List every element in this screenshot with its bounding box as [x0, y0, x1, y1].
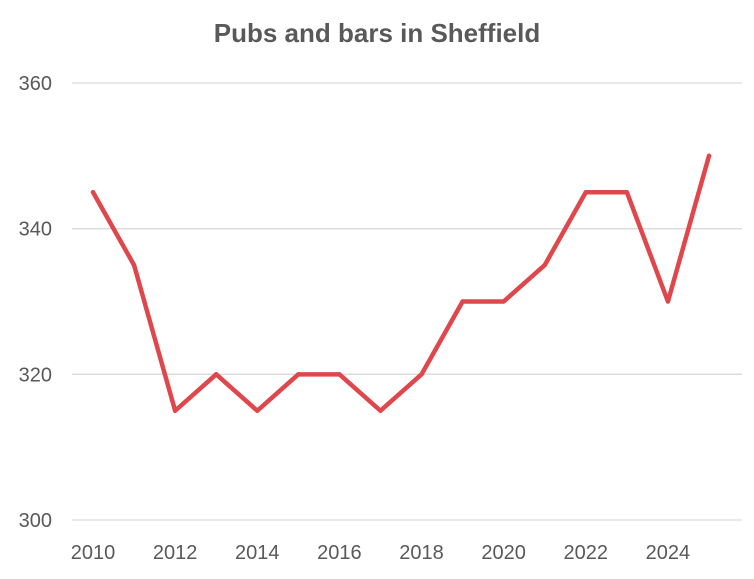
data-point	[501, 299, 506, 304]
x-tick-label: 2018	[399, 542, 444, 564]
data-point	[460, 299, 465, 304]
data-point	[172, 408, 178, 413]
series-line	[90, 153, 712, 413]
data-point	[419, 372, 424, 377]
data-point	[706, 153, 712, 159]
data-point	[214, 372, 219, 377]
x-axis-ticks: 2010 2012 2014 2016 2018 2020 2022 2024	[71, 542, 690, 564]
x-tick-label: 2012	[153, 542, 198, 564]
x-tick-label: 2024	[646, 542, 691, 564]
data-point	[255, 408, 260, 413]
chart-title: Pubs and bars in Sheffield	[213, 18, 541, 48]
y-tick-label: 300	[19, 510, 52, 532]
data-point	[542, 262, 547, 268]
data-point	[90, 190, 96, 195]
y-axis-ticks: 300 320 340 360	[19, 73, 52, 532]
data-point	[296, 372, 301, 377]
x-tick-label: 2010	[71, 542, 116, 564]
x-tick-label: 2020	[481, 542, 526, 564]
series-lines	[90, 153, 712, 413]
data-point	[665, 299, 671, 304]
data-point	[131, 262, 137, 268]
data-point	[378, 408, 383, 413]
x-tick-label: 2014	[235, 542, 280, 564]
x-tick-label: 2016	[317, 542, 362, 564]
gridlines	[72, 82, 742, 521]
data-point	[337, 372, 342, 377]
y-tick-label: 320	[19, 364, 52, 386]
data-point	[624, 190, 630, 195]
data-point	[583, 190, 588, 195]
x-tick-label: 2022	[564, 542, 609, 564]
y-tick-label: 360	[19, 73, 52, 95]
y-tick-label: 340	[19, 219, 52, 241]
